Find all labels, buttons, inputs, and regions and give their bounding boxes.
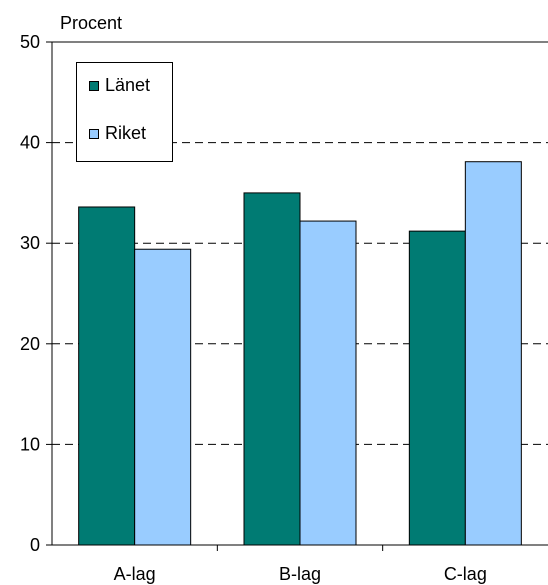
y-tick-label: 20 (20, 334, 40, 354)
legend-swatch-riket (89, 128, 99, 139)
legend-label-lanet: Länet (105, 75, 151, 95)
axes (46, 41, 548, 551)
y-tick-labels: 0 10 20 30 40 50 (20, 32, 40, 555)
legend: Länet Riket (76, 62, 173, 162)
legend-swatch-lanet (89, 80, 99, 91)
legend-item-lanet: Länet (89, 75, 150, 96)
y-tick-label: 50 (20, 32, 40, 52)
legend-label-riket: Riket (105, 123, 147, 143)
x-tick-label: A-lag (114, 564, 156, 584)
x-tick-label: C-lag (444, 564, 487, 584)
bar-a-lag-lanet (78, 206, 136, 546)
bars (78, 161, 522, 546)
bar-a-lag-riket (134, 248, 192, 546)
y-tick-label: 30 (20, 233, 40, 253)
legend-item-riket: Riket (89, 123, 146, 144)
y-tick-label: 0 (30, 535, 40, 555)
bar-b-lag-riket (299, 220, 357, 546)
x-tick-labels: A-lag B-lag C-lag (114, 564, 487, 584)
y-axis-label: Procent (60, 13, 122, 33)
y-tick-label: 10 (20, 434, 40, 454)
bar-c-lag-riket (464, 161, 522, 546)
x-tick-label: B-lag (279, 564, 321, 584)
bar-b-lag-lanet (243, 192, 301, 546)
bar-c-lag-lanet (408, 230, 466, 546)
y-tick-label: 40 (20, 133, 40, 153)
